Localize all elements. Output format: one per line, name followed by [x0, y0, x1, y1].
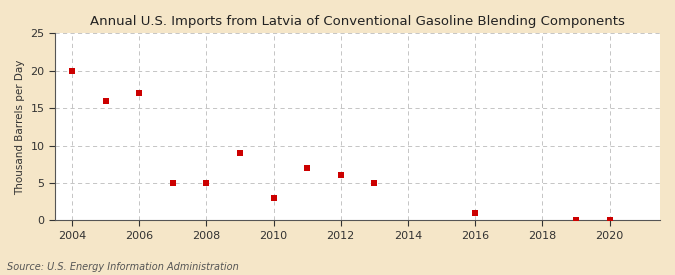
Point: [302, 166, 313, 170]
Point: [570, 217, 581, 222]
Point: [67, 68, 78, 73]
Point: [100, 98, 111, 103]
Y-axis label: Thousand Barrels per Day: Thousand Barrels per Day: [15, 59, 25, 194]
Point: [167, 181, 178, 185]
Point: [470, 211, 481, 215]
Text: Source: U.S. Energy Information Administration: Source: U.S. Energy Information Administ…: [7, 262, 238, 272]
Point: [604, 217, 615, 222]
Title: Annual U.S. Imports from Latvia of Conventional Gasoline Blending Components: Annual U.S. Imports from Latvia of Conve…: [90, 15, 625, 28]
Point: [134, 91, 144, 95]
Point: [201, 181, 212, 185]
Point: [234, 151, 245, 155]
Point: [369, 181, 380, 185]
Point: [335, 173, 346, 178]
Point: [268, 196, 279, 200]
